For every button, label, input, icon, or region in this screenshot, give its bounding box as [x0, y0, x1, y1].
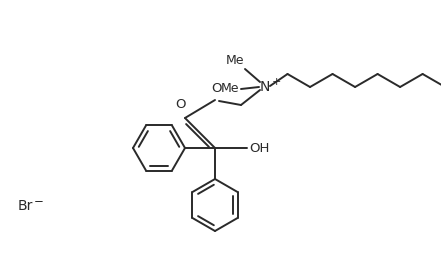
Text: Br: Br [18, 199, 34, 213]
Text: Me: Me [225, 54, 244, 67]
Text: −: − [34, 196, 44, 208]
Text: +: + [272, 77, 281, 87]
Text: Me: Me [220, 83, 239, 95]
Text: OH: OH [249, 141, 269, 155]
Text: N: N [260, 80, 270, 94]
Text: O: O [211, 82, 221, 95]
Text: O: O [175, 98, 185, 111]
